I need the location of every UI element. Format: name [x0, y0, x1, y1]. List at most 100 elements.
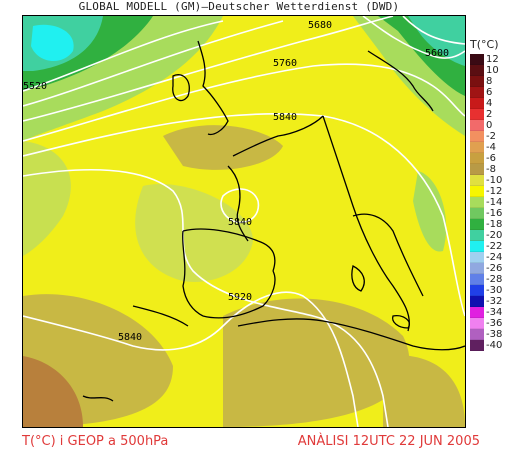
variable-caption: T(°C) i GEOP a 500hPa	[22, 434, 169, 449]
temp-zone-sw-brown	[23, 356, 83, 427]
weather-map: 5680 5600 5520 5760 5840 5840 5920 5840	[22, 15, 466, 428]
legend-swatch	[470, 230, 484, 241]
legend-swatch	[470, 98, 484, 109]
coastline-morocco	[132, 305, 189, 327]
legend-label: -36	[486, 318, 503, 329]
legend-swatch	[470, 142, 484, 153]
legend-swatch	[470, 274, 484, 285]
legend-swatch	[470, 329, 484, 340]
contour-line	[23, 112, 465, 317]
contour-label-5520: 5520	[23, 81, 47, 92]
legend-label: 10	[486, 65, 499, 76]
legend-label: -28	[486, 274, 503, 285]
coastline-iberia-south	[202, 270, 276, 319]
legend-label: -34	[486, 307, 503, 318]
legend-label: -30	[486, 285, 503, 296]
temp-zone-atlantic-green	[23, 141, 71, 256]
temp-zone-nw-cyan	[31, 24, 74, 62]
legend-label: 6	[486, 87, 493, 98]
contour-label-5840-north: 5840	[273, 112, 297, 123]
legend-swatch	[470, 131, 484, 142]
contour-line	[23, 291, 359, 427]
legend-title: T(°C)	[470, 38, 499, 51]
contour-line	[220, 188, 260, 223]
legend-label: 0	[486, 120, 493, 131]
coastline-france-west	[227, 165, 249, 242]
legend-swatch	[470, 186, 484, 197]
analysis-timestamp: ANÀLISI 12UTC 22 JUN 2005	[297, 434, 480, 449]
coastline-france-north	[232, 115, 324, 157]
contour-line	[402, 16, 465, 45]
coastline-iberia-north	[182, 228, 276, 272]
coastline-scandinavia	[367, 50, 434, 112]
legend-swatch	[470, 54, 484, 65]
legend-swatch	[470, 197, 484, 208]
legend-swatch	[470, 87, 484, 98]
legend-label: -14	[486, 197, 503, 208]
legend-swatch	[470, 241, 484, 252]
legend-labels: 12 10 8 6 4 2 0 -2 -4 -6 -8 -10 -12 -14 -16 -18 -20 -22 -2…	[486, 54, 502, 351]
contour-line	[23, 20, 284, 107]
legend-swatch	[470, 307, 484, 318]
coastline-iberia-west	[181, 230, 204, 317]
legend-label: -4	[486, 142, 496, 153]
legend-swatch	[470, 65, 484, 76]
legend-label: 12	[486, 54, 499, 65]
contour-line	[23, 63, 465, 142]
temp-zone-france-olive	[163, 125, 283, 170]
contour-line	[23, 16, 394, 122]
coastline-adriatic	[352, 213, 424, 297]
legend-label: -8	[486, 164, 496, 175]
legend-label: -10	[486, 175, 503, 186]
contour-line	[23, 20, 224, 92]
legend-swatch	[470, 285, 484, 296]
contour-label-5760: 5760	[273, 58, 297, 69]
coastline-africa-north	[237, 318, 465, 351]
coastlines	[82, 40, 465, 402]
legend-label: -16	[486, 208, 503, 219]
contour-label-5600: 5600	[425, 48, 449, 59]
legend-label: 2	[486, 109, 493, 120]
legend-swatch	[470, 164, 484, 175]
contour-line	[23, 168, 389, 427]
legend-swatch	[470, 263, 484, 274]
coastline-canaries	[82, 395, 114, 402]
coastline-sardinia	[351, 265, 365, 292]
legend-label: -2	[486, 131, 496, 142]
legend-label: -22	[486, 241, 503, 252]
map-canvas: 5680 5600 5520 5760 5840 5840 5920 5840	[23, 16, 465, 427]
map-title: GLOBAL MODELL (GM)—Deutscher Wetterdiens…	[78, 0, 400, 13]
legend-label: -12	[486, 186, 503, 197]
legend-label: -18	[486, 219, 503, 230]
temp-zone-ne-teal	[408, 16, 465, 66]
legend-swatch	[470, 109, 484, 120]
contour-line	[362, 16, 465, 59]
legend-label: -40	[486, 340, 503, 351]
temp-zone-biscay-green	[135, 184, 253, 282]
geopotential-contours	[23, 16, 465, 427]
contour-label-5840-west: 5840	[118, 332, 142, 343]
legend-label: -20	[486, 230, 503, 241]
legend-label: -32	[486, 296, 503, 307]
coastline-italy	[322, 115, 410, 332]
legend-label: 4	[486, 98, 493, 109]
legend-swatch	[470, 120, 484, 131]
legend-label: 8	[486, 76, 493, 87]
color-legend	[470, 54, 484, 351]
contour-label-5920: 5920	[228, 292, 252, 303]
coastline-ireland	[172, 74, 190, 102]
legend-swatch	[470, 76, 484, 87]
legend-swatch	[470, 219, 484, 230]
legend-label: -6	[486, 153, 496, 164]
legend-label: -38	[486, 329, 503, 340]
legend-swatch	[470, 340, 484, 351]
contour-label-5680: 5680	[308, 20, 332, 31]
temp-zone-east-green	[413, 171, 447, 252]
legend-swatch	[470, 208, 484, 219]
legend-label: -24	[486, 252, 503, 263]
contour-label-5840-center: 5840	[228, 217, 252, 228]
legend-swatch	[470, 296, 484, 307]
legend-swatch	[470, 175, 484, 186]
coastline-britain	[197, 40, 229, 136]
temp-zone-se-olive	[383, 355, 465, 427]
